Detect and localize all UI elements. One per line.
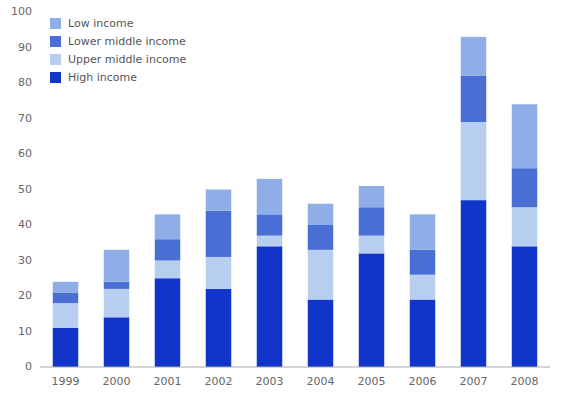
legend-swatch bbox=[50, 36, 61, 47]
x-tick-label: 2001 bbox=[154, 375, 182, 388]
bar-segment bbox=[512, 207, 538, 246]
x-tick-label: 2004 bbox=[307, 375, 335, 388]
bar-segment bbox=[53, 303, 79, 328]
legend-label: High income bbox=[68, 71, 137, 84]
y-tick-label: 70 bbox=[18, 112, 32, 125]
legend-swatch bbox=[50, 54, 61, 65]
bar-segment bbox=[308, 225, 334, 250]
chart-container: 0 10 20 30 40 50 60 70 80 90 100 1999 2000 2001 2002 20… bbox=[0, 0, 562, 397]
x-tick-label: 2005 bbox=[358, 375, 386, 388]
y-tick-label: 0 bbox=[25, 360, 32, 373]
bar-segment bbox=[512, 168, 538, 207]
y-tick-label: 100 bbox=[11, 5, 32, 18]
bar-segment bbox=[206, 211, 232, 257]
legend-label: Lower middle income bbox=[68, 35, 186, 48]
bar-segment bbox=[53, 292, 79, 303]
legend-label: Upper middle income bbox=[68, 53, 186, 66]
bar-segment bbox=[257, 236, 283, 247]
y-tick-label: 10 bbox=[18, 325, 32, 338]
y-tick-label: 30 bbox=[18, 254, 32, 267]
bar-segment bbox=[104, 317, 130, 367]
bar-segment bbox=[461, 76, 487, 122]
bar-segment bbox=[410, 275, 436, 300]
x-tick-label: 1999 bbox=[52, 375, 80, 388]
x-axis-line bbox=[40, 367, 550, 368]
bar-segment bbox=[155, 239, 181, 260]
bar-segment bbox=[308, 204, 334, 225]
bar-segment bbox=[104, 250, 130, 282]
legend-swatch bbox=[50, 72, 61, 83]
bar-segment bbox=[512, 104, 538, 168]
bar-segment bbox=[359, 253, 385, 367]
bar-segment bbox=[155, 278, 181, 367]
y-tick-label: 60 bbox=[18, 147, 32, 160]
bar-segment bbox=[257, 214, 283, 235]
x-tick-label: 2002 bbox=[205, 375, 233, 388]
y-tick-label: 50 bbox=[18, 183, 32, 196]
y-tick-label: 40 bbox=[18, 218, 32, 231]
x-tick-label: 2006 bbox=[409, 375, 437, 388]
bar-segment bbox=[359, 186, 385, 207]
bar-segment bbox=[359, 236, 385, 254]
bar-segment bbox=[359, 207, 385, 235]
bar-segment bbox=[53, 282, 79, 293]
bar-segment bbox=[155, 214, 181, 239]
bar-segment bbox=[206, 257, 232, 289]
x-tick-label: 2008 bbox=[511, 375, 539, 388]
bar-segment bbox=[308, 250, 334, 300]
y-tick-label: 20 bbox=[18, 289, 32, 302]
bar-segment bbox=[308, 300, 334, 367]
bar-segment bbox=[206, 289, 232, 367]
bar-segment bbox=[104, 282, 130, 289]
y-tick-label: 90 bbox=[18, 41, 32, 54]
bar-segment bbox=[257, 179, 283, 215]
bar-segment bbox=[512, 246, 538, 367]
bar-segment bbox=[461, 200, 487, 367]
bar-segment bbox=[104, 289, 130, 317]
bar-segment bbox=[461, 37, 487, 76]
bar-segment bbox=[155, 261, 181, 279]
bar-segment bbox=[410, 300, 436, 367]
bar-segment bbox=[410, 250, 436, 275]
chart-svg: 0 10 20 30 40 50 60 70 80 90 100 1999 2000 2001 2002 20… bbox=[0, 0, 562, 397]
legend: Low income Lower middle income Upper middl… bbox=[50, 17, 186, 84]
bar-segment bbox=[257, 246, 283, 367]
x-tick-label: 2000 bbox=[103, 375, 131, 388]
x-tick-label: 2003 bbox=[256, 375, 284, 388]
bars bbox=[53, 37, 538, 367]
legend-label: Low income bbox=[68, 17, 134, 30]
x-tick-label: 2007 bbox=[460, 375, 488, 388]
y-tick-label: 80 bbox=[18, 76, 32, 89]
bar-segment bbox=[53, 328, 79, 367]
bar-segment bbox=[206, 190, 232, 211]
legend-swatch bbox=[50, 18, 61, 29]
bar-segment bbox=[410, 214, 436, 250]
bar-segment bbox=[461, 122, 487, 200]
